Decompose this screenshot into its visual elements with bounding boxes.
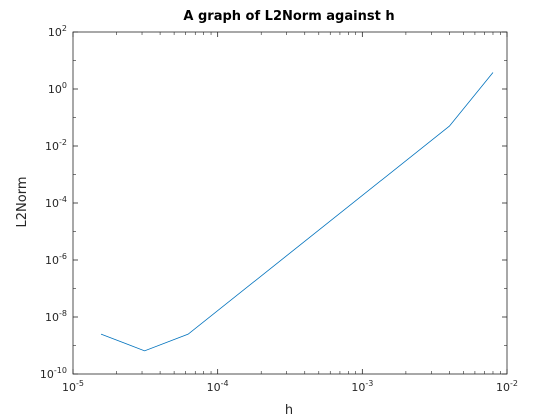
y-tick-label: 10-6	[45, 252, 67, 267]
series-line	[100, 72, 494, 352]
y-tick-label: 100	[48, 81, 67, 96]
y-axis-label: L2Norm	[15, 177, 30, 228]
plot-area	[72, 31, 508, 375]
x-tick-label: 10-2	[496, 379, 518, 394]
y-tick-label: 102	[48, 24, 67, 39]
y-tick-label: 10-8	[45, 309, 67, 324]
x-tick-label: 10-5	[62, 379, 84, 394]
x-axis-label: h	[285, 403, 293, 418]
x-tick-label: 10-4	[207, 379, 229, 394]
x-axis-ticks: 10-5 10-4 10-3 10-2	[62, 32, 518, 394]
y-tick-label: 10-4	[45, 195, 67, 210]
x-tick-label: 10-3	[351, 379, 373, 394]
chart-title: A graph of L2Norm against h	[183, 9, 394, 24]
y-axis-ticks: 10-10 10-8 10-6 10-4 10-2 100 102	[40, 24, 507, 381]
y-tick-label: 10-2	[45, 138, 67, 153]
y-tick-label: 10-10	[40, 366, 67, 381]
